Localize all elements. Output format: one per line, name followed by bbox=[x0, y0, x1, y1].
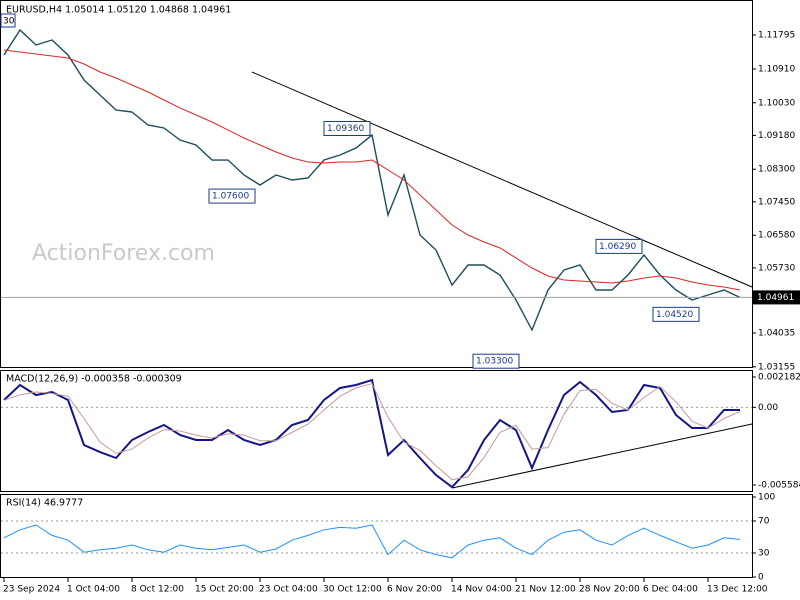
y-tick-label: 1.09180 bbox=[758, 131, 795, 141]
y-tick-label: -0.005584 bbox=[758, 481, 800, 491]
x-tick-label: 23 Oct 04:00 bbox=[259, 585, 318, 595]
price-annotation: 1.07600 bbox=[212, 192, 249, 202]
panel-title: EURUSD,H4 1.05014 1.05120 1.04868 1.0496… bbox=[6, 5, 231, 16]
panel-title: MACD(12,26,9) -0.000358 -0.000309 bbox=[6, 374, 182, 385]
price-annotation: 1.04520 bbox=[656, 310, 693, 320]
last-price-label: 1.04961 bbox=[757, 293, 794, 303]
y-tick-label: 1.08300 bbox=[758, 165, 795, 175]
macd-panel-frame bbox=[0, 370, 753, 492]
price-annotation-box bbox=[323, 120, 371, 136]
series-line bbox=[3, 378, 740, 489]
x-tick-label: 6 Nov 20:00 bbox=[387, 585, 442, 595]
x-tick-label: 23 Sep 2024 bbox=[3, 585, 60, 595]
x-tick-label: 14 Nov 04:00 bbox=[451, 585, 512, 595]
y-tick-label: 0 bbox=[758, 573, 764, 583]
x-tick-label: 13 Dec 12:00 bbox=[707, 585, 768, 595]
watermark: ActionForex.com bbox=[32, 241, 215, 266]
series-line bbox=[3, 28, 741, 332]
series-line bbox=[3, 383, 741, 481]
series-line bbox=[3, 524, 741, 559]
y-tick-label: 1.04035 bbox=[758, 328, 795, 338]
x-tick-label: 8 Oct 12:00 bbox=[131, 585, 184, 595]
price-annotation-box bbox=[472, 353, 520, 369]
y-tick-label: 0.002182 bbox=[758, 373, 800, 383]
price-annotation: 1.06290 bbox=[599, 242, 636, 252]
series-line bbox=[3, 49, 741, 291]
x-tick-label: 30 Oct 12:00 bbox=[323, 585, 382, 595]
y-tick-label: 1.10910 bbox=[758, 64, 795, 74]
price-panel-frame bbox=[0, 0, 753, 368]
rsi-panel-frame bbox=[0, 494, 753, 578]
corner-label: 30 bbox=[3, 17, 15, 27]
y-tick-label: 70 bbox=[758, 517, 770, 527]
price-annotation-box bbox=[595, 238, 643, 254]
y-tick-label: 100 bbox=[758, 493, 775, 503]
y-tick-label: 1.11795 bbox=[758, 30, 795, 40]
y-tick-label: 0.00 bbox=[758, 403, 778, 413]
x-tick-label: 15 Oct 20:00 bbox=[195, 585, 254, 595]
trend-line bbox=[251, 71, 753, 288]
corner-label-box bbox=[0, 13, 16, 28]
x-tick-label: 6 Dec 04:00 bbox=[643, 585, 698, 595]
price-annotation: 1.03300 bbox=[476, 357, 513, 367]
x-tick-label: 21 Nov 12:00 bbox=[515, 585, 576, 595]
panel-title: RSI(14) 46.9777 bbox=[6, 498, 83, 509]
last-price-box bbox=[753, 290, 800, 305]
price-annotation-box bbox=[652, 306, 700, 322]
x-tick-label: 1 Oct 04:00 bbox=[67, 585, 120, 595]
x-tick-label: 28 Nov 20:00 bbox=[579, 585, 640, 595]
y-tick-label: 30 bbox=[758, 549, 770, 559]
price-annotation: 1.09360 bbox=[327, 124, 364, 134]
trend-line bbox=[451, 423, 753, 489]
y-tick-label: 1.03155 bbox=[758, 362, 795, 372]
y-tick-label: 1.10030 bbox=[758, 98, 795, 108]
y-tick-label: 1.05730 bbox=[758, 263, 795, 273]
y-tick-label: 1.07450 bbox=[758, 197, 795, 207]
y-tick-label: 1.06580 bbox=[758, 231, 795, 241]
price-annotation-box bbox=[208, 188, 256, 204]
